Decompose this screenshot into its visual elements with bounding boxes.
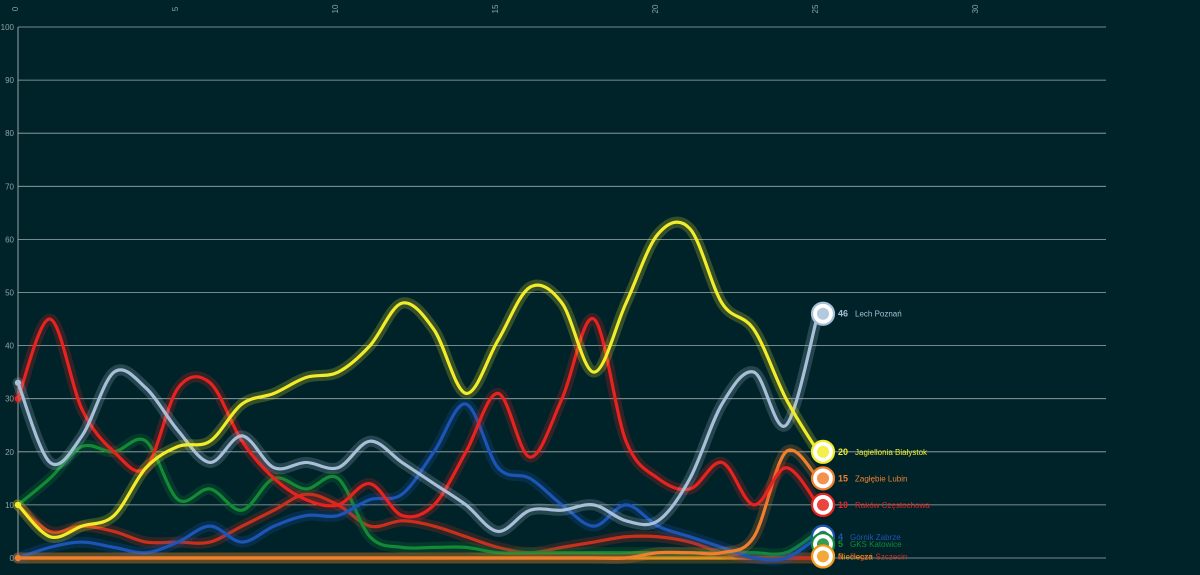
series-line-gornik-zabrze	[16, 402, 820, 562]
y-tick-label: 80	[5, 129, 14, 138]
end-label-value: 15	[838, 473, 848, 483]
gridlines	[18, 26, 1106, 559]
series-start-point	[14, 395, 22, 402]
end-label-value: 46	[838, 309, 848, 319]
end-label-name: Raków Częstochowa	[855, 501, 930, 510]
x-tick-label: 20	[651, 4, 660, 13]
series-line-lech-poznan	[16, 312, 820, 534]
crest-inner	[817, 307, 829, 320]
y-tick-label: 10	[5, 501, 14, 510]
crest-inner	[817, 472, 829, 485]
x-tick-label: 25	[811, 4, 820, 13]
y-tick-label: 20	[5, 448, 14, 457]
y-tick-label: 30	[5, 395, 14, 404]
x-tick-label: 10	[331, 4, 340, 13]
end-label-name: Zagłębie Lubin	[855, 474, 907, 483]
series-line-zag-ebie-lubin	[16, 448, 820, 560]
end-label-termalica-nieciecza: Nieciecza	[810, 544, 873, 569]
x-tick-label: 15	[491, 4, 500, 13]
end-label-value: 0	[838, 551, 843, 561]
end-label-name: Nieciecza	[838, 552, 873, 561]
end-label-name: Górnik Zabrze	[850, 533, 901, 542]
end-label-zag-ebie-lubin: 15 Zagłębie Lubin	[810, 466, 907, 491]
crest-inner	[817, 498, 829, 511]
y-tick-label: 60	[5, 235, 14, 244]
end-label-value: 4	[838, 532, 843, 542]
y-tick-label: 0	[10, 554, 15, 563]
crest-inner	[817, 445, 829, 458]
end-label-value: 20	[838, 447, 848, 457]
end-label-lech-poznan: 46 Lech Poznań	[810, 301, 902, 326]
x-tick-label: 5	[171, 6, 180, 11]
end-label-name: Lech Poznań	[855, 310, 902, 319]
end-label-name: Jagiellonia Białystok	[855, 448, 928, 457]
y-tick-label: 90	[5, 76, 14, 85]
x-tick-label: 0	[11, 6, 20, 11]
end-label-value: 5	[838, 539, 843, 549]
end-label-rakow-czestochowa: 10 Raków Częstochowa	[810, 492, 930, 517]
end-label-name: Pogoń Szczecin	[850, 552, 907, 561]
end-label-jagiellonia-bia-ystok: 20 Jagiellonia Białystok	[810, 439, 928, 464]
series-start-point	[14, 501, 22, 509]
end-label-value: 10	[838, 500, 848, 510]
series-line-pogon-szczecin	[16, 492, 820, 560]
series-start-point	[14, 554, 22, 562]
y-tick-label: 100	[1, 23, 15, 32]
crest-inner	[817, 550, 829, 563]
y-tick-label: 70	[5, 182, 14, 191]
x-tick-label: 30	[971, 4, 980, 13]
end-label-name: GKS Katowice	[850, 540, 902, 549]
y-tick-label: 50	[5, 289, 14, 298]
series-line-jagiellonia-bia-ystok	[16, 220, 820, 540]
series-glow-lech-poznan	[12, 308, 824, 537]
series-start-point	[14, 379, 22, 386]
y-tick-label: 40	[5, 342, 14, 351]
